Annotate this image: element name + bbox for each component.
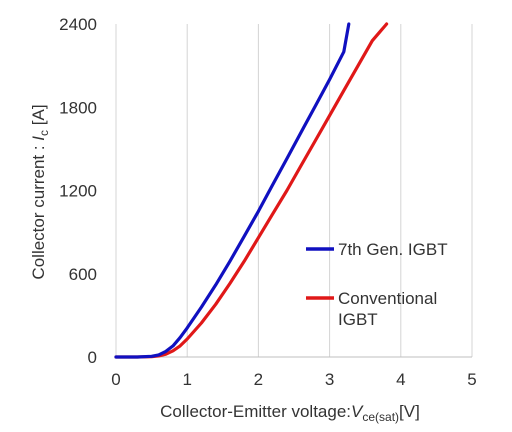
x-tick-label: 0 [111,370,120,389]
x-tick-label: 4 [396,370,405,389]
legend-label-conventional-line1: Conventional [338,289,437,308]
series-line-conventional-igbt [114,22,389,359]
x-tick-label: 3 [325,370,334,389]
legend: 7th Gen. IGBT Conventional IGBT [306,240,448,329]
legend-label-conventional: Conventional IGBT [338,289,437,329]
x-axis-title-subscript: ce(sat) [362,410,399,424]
y-tick-label: 0 [88,348,97,367]
x-tick-label: 1 [182,370,191,389]
y-axis-title-prefix: Collector current : [29,141,48,280]
x-axis-title: Collector-Emitter voltage:Vce(sat)[V] [160,402,420,424]
x-tick-label: 5 [467,370,476,389]
y-axis-title-subscript: c [37,130,51,136]
y-axis-title-symbol: I [29,136,48,141]
legend-label-conventional-line2: IGBT [338,310,378,329]
y-tick-label: 600 [69,265,97,284]
series-layer [114,22,389,359]
series-line-7th-gen-igbt [114,22,351,359]
x-axis-title-prefix: Collector-Emitter voltage: [160,402,351,421]
y-tick-label: 2400 [59,15,97,34]
y-tick-label: 1800 [59,98,97,117]
axis-layer: 0 1 2 3 4 5 0 600 1200 1800 2400 [59,15,477,389]
y-axis-title: Collector current : Ic [A] [29,104,51,279]
x-axis-title-symbol: V [351,402,364,421]
y-tick-label: 1200 [59,182,97,201]
y-axis-title-unit: [A] [29,104,48,130]
x-axis-title-unit: [V] [399,402,420,421]
x-tick-label: 2 [254,370,263,389]
legend-label-7th-gen: 7th Gen. IGBT [338,240,448,259]
